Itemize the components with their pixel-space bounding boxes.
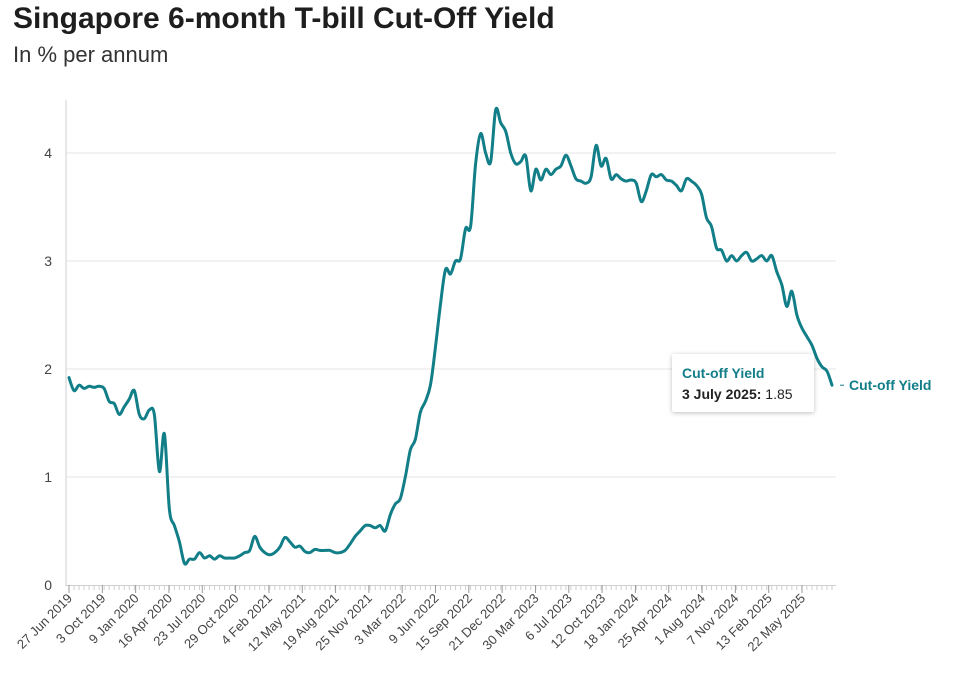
tooltip-body: 3 July 2025: 1.85 [682,384,804,405]
series-end-label: Cut-off Yield [849,377,931,393]
y-tick-label: 0 [44,577,52,593]
tooltip-series-name: Cut-off Yield [682,365,765,381]
series-layer [67,106,834,566]
y-tick-label: 3 [44,253,52,269]
gridlines [66,152,836,478]
y-tick-label: 2 [44,361,52,377]
y-tick-label: 1 [44,469,52,485]
series-line-cut-off-yield [67,106,834,566]
chart-subtitle: In % per annum [13,42,169,67]
tooltip: Cut-off Yield 3 July 2025: 1.85 [672,354,814,412]
y-axis: 0 1 2 3 4 [44,100,67,593]
y-tick-label: 4 [44,145,52,161]
tooltip-date: 3 July 2025: [682,386,762,402]
tooltip-value: 1.85 [765,386,793,402]
end-label-layer: Cut-off Yield [840,377,931,393]
chart-title: Singapore 6-month T-bill Cut-Off Yield [13,2,555,35]
